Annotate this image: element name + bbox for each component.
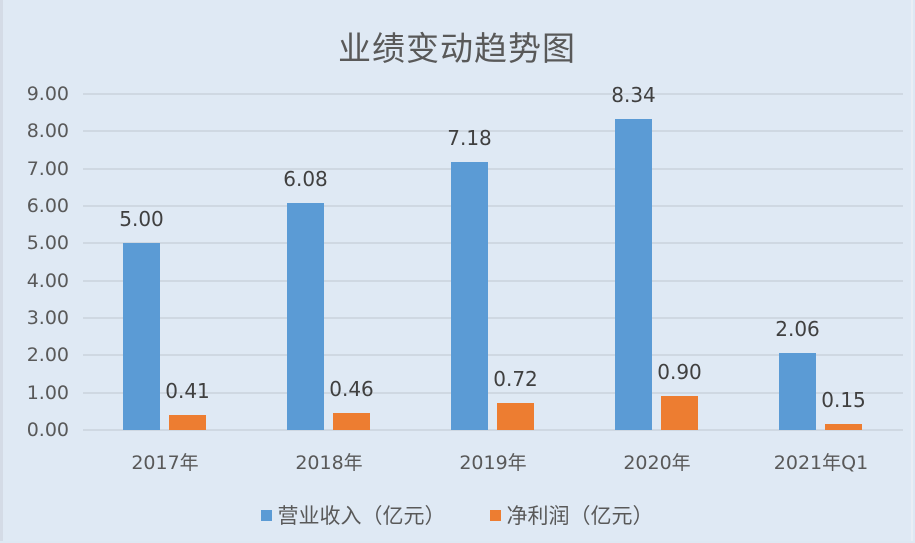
x-axis-tick-label: 2018年 [295, 452, 363, 474]
x-axis-tick-label: 2019年 [459, 452, 527, 474]
revenue-bar [615, 118, 652, 430]
data-label: 0.46 [329, 376, 374, 401]
net-profit-bar [169, 414, 206, 430]
gridline [83, 391, 903, 394]
revenue-bar [451, 161, 488, 430]
legend-swatch-icon [260, 509, 272, 521]
data-label: 0.72 [493, 367, 538, 392]
legend-swatch-icon [489, 509, 501, 521]
gridline [83, 242, 903, 245]
legend-item-net-profit: 净利润（亿元） [489, 500, 654, 530]
y-axis-tick-label: 0.00 [26, 419, 69, 441]
y-axis-tick-label: 3.00 [26, 307, 69, 329]
x-axis-tick-label: 2021年Q1 [773, 452, 869, 474]
data-label: 7.18 [447, 125, 492, 150]
y-axis-tick-label: 1.00 [26, 381, 69, 404]
gridline [83, 317, 903, 319]
y-axis-tick-label: 9.00 [26, 83, 69, 105]
gridline [83, 354, 903, 357]
revenue-bar [123, 243, 160, 430]
data-label: 0.41 [165, 378, 210, 403]
revenue-bar [779, 353, 816, 430]
legend: 营业收入（亿元） 净利润（亿元） [3, 500, 911, 530]
gridline [83, 167, 903, 170]
y-axis-tick-label: 5.00 [26, 232, 69, 255]
data-label: 5.00 [119, 207, 164, 232]
legend-label: 净利润（亿元） [506, 504, 654, 528]
gridline [83, 93, 903, 95]
gridline [83, 205, 903, 207]
y-axis-tick-label: 2.00 [26, 344, 69, 367]
x-axis-tick-label: 2020年 [623, 452, 691, 474]
gridline [83, 279, 903, 282]
revenue-bar [287, 203, 324, 430]
net-profit-bar [333, 412, 370, 430]
legend-label: 营业收入（亿元） [277, 504, 446, 528]
gridline [83, 130, 903, 133]
gridline [83, 429, 903, 431]
y-axis-tick-label: 6.00 [26, 195, 69, 217]
legend-item-revenue: 营业收入（亿元） [260, 500, 446, 530]
data-label: 6.08 [283, 167, 328, 191]
y-axis-tick-label: 4.00 [26, 269, 69, 292]
data-label: 8.34 [611, 82, 656, 107]
data-label: 0.15 [821, 388, 866, 413]
data-label: 0.90 [657, 360, 702, 385]
y-axis-tick-label: 7.00 [26, 157, 69, 180]
net-profit-bar [661, 396, 698, 430]
chart-title: 业绩变动趋势图 [338, 29, 576, 68]
data-label: 2.06 [775, 317, 820, 342]
y-axis-tick-label: 8.00 [26, 120, 69, 143]
plot-area: 0.00 1.00 2.00 3.00 4.00 5.00 6.00 7.00 8.00 9.00… [27, 83, 903, 474]
x-axis-tick-label: 2017年 [131, 452, 199, 474]
net-profit-bar [497, 403, 534, 430]
net-profit-bar [825, 424, 862, 430]
